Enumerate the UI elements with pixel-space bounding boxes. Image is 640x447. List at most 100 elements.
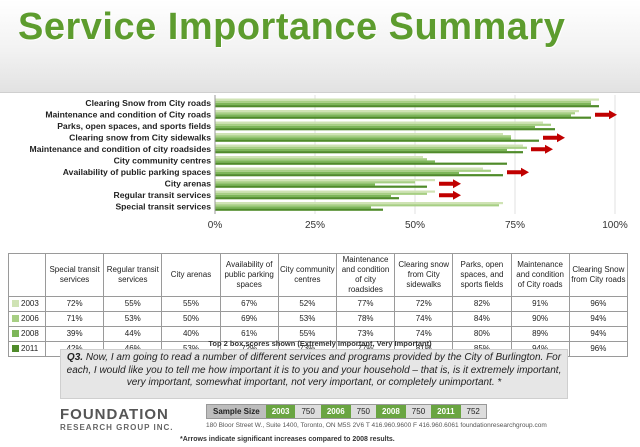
page-title: Service Importance Summary	[18, 6, 566, 48]
increase-arrow	[595, 110, 617, 120]
table-cell: 53%	[103, 311, 163, 327]
column-header: City arenas	[161, 253, 221, 297]
bar	[215, 194, 391, 198]
bar	[215, 174, 503, 177]
sample-size-strip: Sample Size 2003 750 2006 750 2008 750 2…	[206, 404, 487, 419]
category-label: Maintenance and condition of city roadsi…	[30, 144, 212, 154]
bar	[215, 125, 535, 129]
year-cell: 2011	[8, 341, 46, 357]
bar	[215, 197, 399, 200]
sample-year: 2003	[265, 405, 296, 418]
table-cell: 72%	[394, 296, 454, 312]
table-cell: 78%	[335, 311, 396, 327]
bar	[215, 204, 499, 207]
sample-year: 2011	[431, 405, 461, 418]
year-cell: 2006	[8, 311, 46, 327]
bar	[215, 144, 523, 147]
table-cell: 55%	[103, 296, 163, 312]
column-header: Maintenance and condition of City roads	[510, 253, 570, 297]
table-row: 2003 72% 55% 55% 67% 52% 77% 72% 82% 91% 96%	[8, 296, 629, 312]
year-label: 2011	[21, 344, 39, 353]
bar	[215, 123, 551, 126]
category-label: Parks, open spaces, and sports fields	[57, 121, 211, 131]
address-line: 180 Bloor Street W., Suite 1400, Toronto…	[206, 422, 547, 429]
bar	[215, 167, 483, 170]
bar	[215, 100, 591, 103]
bar	[215, 105, 599, 108]
bar	[215, 206, 371, 209]
category-label: Maintenance and condition of City roads	[45, 109, 211, 119]
column-header: Maintenance and condition of city roadsi…	[335, 253, 396, 297]
x-tick-label: 50%	[405, 220, 425, 231]
table-cell: 84%	[452, 311, 512, 327]
column-header: Parks, open spaces, and sports fields	[452, 253, 512, 297]
bar	[215, 133, 503, 136]
bar	[215, 183, 375, 186]
category-label: City community centres	[114, 155, 212, 165]
table-cell: 96%	[568, 341, 629, 357]
bar	[215, 146, 527, 149]
table-cell: 55%	[161, 296, 221, 312]
x-tick-label: 0%	[208, 220, 223, 231]
column-header: Special transit services	[44, 253, 105, 297]
table-row: 2008 39% 44% 40% 61% 55% 73% 74% 80% 89% 94%	[8, 326, 629, 342]
bar	[215, 128, 555, 131]
sample-n: 752	[460, 405, 486, 418]
bar	[215, 151, 523, 154]
bar	[215, 148, 507, 152]
question-label: Q3.	[66, 352, 84, 363]
table-cell: 72%	[44, 296, 105, 312]
year-label: 2008	[21, 329, 39, 338]
sample-year: 2008	[376, 405, 406, 418]
year-cell: 2003	[8, 296, 46, 312]
bar	[215, 116, 591, 119]
table-cell: 91%	[510, 296, 570, 312]
arrows-footnote: *Arrows indicate significant increases c…	[180, 436, 395, 443]
bar	[215, 179, 435, 182]
year-label: 2003	[21, 299, 39, 308]
title-banner: Service Importance Summary	[0, 0, 640, 93]
bar	[215, 158, 427, 161]
category-label: Clearing snow from City sidewalks	[69, 132, 211, 142]
logo-line2: RESEARCH GROUP INC.	[60, 423, 174, 432]
x-tick-label: 75%	[505, 220, 525, 231]
bar	[215, 169, 491, 172]
bar	[215, 208, 383, 211]
bar	[215, 102, 591, 106]
sample-n: 750	[295, 405, 321, 418]
legend-swatch	[12, 300, 19, 307]
increase-arrow	[439, 190, 461, 200]
table-cell: 50%	[161, 311, 221, 327]
table-cell: 69%	[219, 311, 279, 327]
logo-line1: FOUNDATION	[60, 406, 169, 423]
bar	[215, 192, 427, 195]
bar	[215, 162, 507, 165]
bar	[215, 110, 579, 113]
category-label: Regular transit services	[114, 190, 212, 200]
table-corner-cell	[8, 253, 46, 297]
table-cell: 71%	[44, 311, 105, 327]
table-cell: 77%	[335, 296, 396, 312]
table-cell: 67%	[219, 296, 279, 312]
table-cell: 94%	[568, 311, 629, 327]
increase-arrow	[543, 133, 565, 143]
table-cell: 52%	[277, 296, 337, 312]
bar	[215, 137, 511, 140]
bar	[215, 121, 543, 124]
bar	[215, 156, 423, 159]
category-label: City arenas	[165, 178, 212, 188]
bar	[215, 171, 459, 175]
column-header: Availability of public parking spaces	[219, 253, 279, 297]
table-cell: 96%	[568, 296, 629, 312]
legend-swatch	[12, 345, 19, 352]
legend-swatch	[12, 330, 19, 337]
bar	[215, 160, 435, 163]
category-label: Clearing Snow from City roads	[85, 98, 211, 108]
bar	[215, 112, 575, 115]
sample-size-label: Sample Size	[207, 405, 266, 418]
table-cell: 53%	[277, 311, 337, 327]
x-tick-label: 25%	[305, 220, 325, 231]
sample-n: 750	[405, 405, 432, 418]
bar-chart: Clearing Snow from City roadsMaintenance…	[30, 95, 628, 231]
category-label: Availability of public parking spaces	[63, 167, 211, 177]
